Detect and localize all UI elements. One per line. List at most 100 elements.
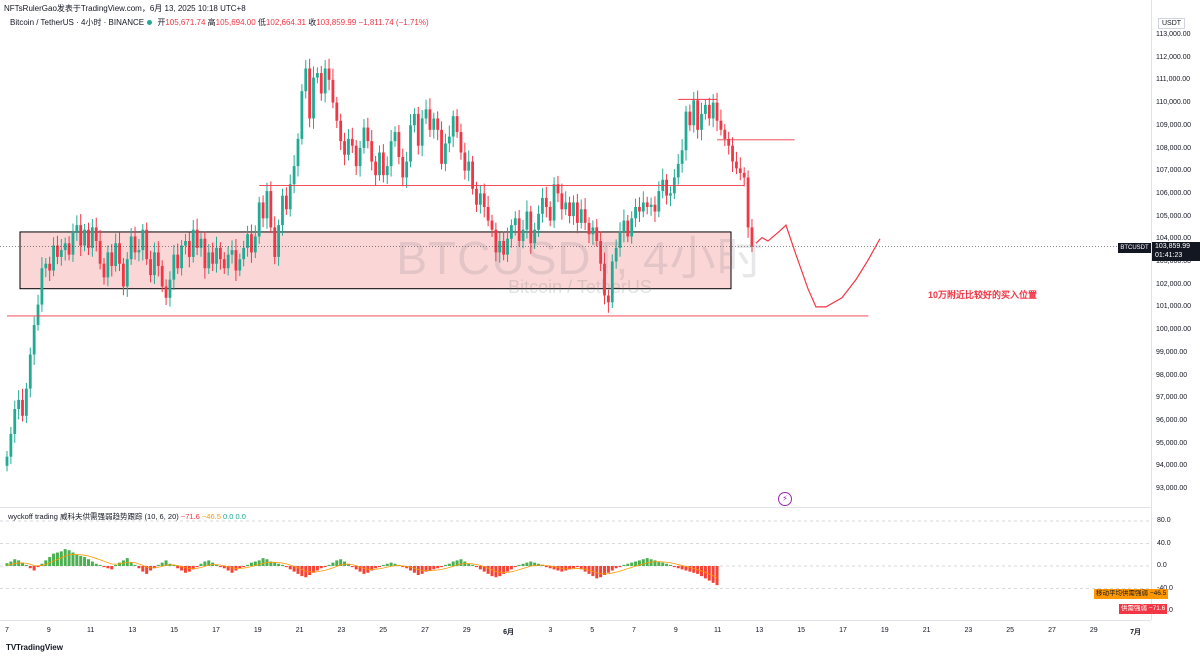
indicator-bar [59, 551, 63, 566]
candle-body [370, 141, 374, 162]
indicator-bar [110, 566, 114, 570]
indicator-bar [358, 566, 362, 572]
indicator-bar [657, 561, 661, 566]
candle-body [79, 225, 83, 246]
change-value: −1,811.74 (−1.71%) [358, 18, 429, 27]
candle-body [180, 245, 183, 269]
price-tick-label: 104,000.00 [1156, 235, 1192, 243]
candle-body [517, 218, 521, 242]
candle-body [242, 247, 246, 260]
candle-body [568, 202, 571, 217]
indicator-bar [653, 560, 657, 566]
candle-body [21, 399, 24, 416]
price-axis[interactable]: 113,000.00 112,000.00 111,000.00 110,000.00… [1151, 0, 1200, 620]
time-tick-label: 15 [797, 627, 806, 634]
strength-label-value: −71.6 [1148, 605, 1166, 612]
pane-divider[interactable] [0, 507, 1151, 508]
price-tick-label: 108,000.00 [1156, 144, 1192, 152]
indicator-bar [94, 563, 98, 566]
indicator-bar [28, 566, 32, 569]
candle-body [9, 433, 13, 457]
indicator-bar [327, 564, 331, 566]
ma-axis-label: 移动平均供需强弱 −46.5 [1094, 589, 1169, 599]
candle-body [339, 120, 343, 142]
time-tick-label: 7 [632, 627, 636, 634]
indicator-bar [575, 566, 579, 568]
footer-brand[interactable]: TVTradingView [6, 643, 63, 652]
time-tick-label: 23 [964, 627, 973, 634]
candle-body [653, 204, 657, 212]
candle-body [222, 259, 226, 269]
indicator-bar [521, 563, 525, 566]
candle-body [428, 109, 432, 130]
candle-body [273, 227, 277, 257]
candle-body [195, 229, 199, 248]
candle-body [331, 79, 335, 103]
candle-body [199, 238, 203, 248]
candle-body [645, 202, 649, 207]
indicator-bar [661, 562, 665, 566]
indicator-title[interactable]: wyckoff trading 威科夫供需强弱趋势跟踪 (10, 6, 20) … [8, 511, 246, 522]
indicator-bar [428, 566, 432, 571]
candle-body [572, 202, 575, 217]
time-axis[interactable]: 7 9 11 13 15 17 19 21 23 25 27 29 6月 3 5 7 9 11 13 15 17 19 21… [0, 620, 1151, 639]
indicator-bar [490, 566, 494, 577]
indicator-bar [374, 566, 378, 569]
buy-zone-annotation[interactable]: 10万附近比较好的买入位置 [928, 290, 1038, 300]
indicator-bar [191, 566, 195, 570]
candle-body [25, 388, 28, 416]
strength-axis-label: 供需强弱 −71.6 [1119, 604, 1168, 614]
candle-body [98, 241, 102, 264]
candle-body [707, 104, 711, 119]
high-value: 105,694.00 [215, 18, 256, 27]
indicator-bar [215, 564, 219, 566]
open-value: 105,671.74 [165, 18, 206, 27]
indicator-bar [459, 559, 463, 566]
candle-body [300, 91, 304, 139]
indicator-bar [599, 566, 603, 578]
candle-body [350, 138, 354, 146]
price-chart-canvas[interactable] [0, 0, 1151, 620]
candle-body [48, 263, 52, 271]
candle-body [129, 236, 133, 260]
currency-label[interactable]: USDT [1158, 18, 1186, 29]
candle-body [603, 263, 606, 296]
candle-body [424, 109, 428, 119]
indicator-bar [156, 564, 160, 566]
candle-body [381, 152, 385, 176]
symbol-name[interactable]: Bitcoin / TetherUS · 4小时 · BINANCE [10, 18, 145, 27]
candle-body [463, 152, 467, 171]
indicator-bar [249, 562, 253, 566]
last-price-marker: BTCUSDT 103,859.99 01:41:23 [1118, 242, 1200, 261]
candle-body [288, 184, 292, 210]
candle-body [610, 261, 614, 303]
candle-body [680, 150, 684, 164]
indicator-bar [634, 561, 638, 566]
indicator-bar [315, 566, 319, 571]
candle-body [525, 211, 529, 230]
indicator-bar [226, 566, 230, 571]
candle-body [618, 231, 622, 248]
candle-body [176, 254, 180, 269]
candle-body [432, 118, 436, 130]
indicator-bar [381, 564, 385, 566]
lightning-icon[interactable]: ⚡ [778, 492, 792, 506]
price-tick-label: 97,000.00 [1156, 394, 1188, 402]
candle-body [13, 409, 17, 434]
candle-body [649, 204, 653, 207]
indicator-bar [676, 566, 680, 569]
indicator-bar [595, 566, 599, 579]
indicator-value-strength: −71.6 [180, 512, 200, 521]
time-tick-label: 15 [170, 627, 179, 634]
candle-body [513, 218, 517, 226]
indicator-bar [71, 552, 75, 566]
indicator-bar [451, 561, 455, 566]
indicator-bar [424, 566, 428, 572]
indicator-bar [83, 557, 87, 566]
close-value: 103,859.99 [316, 18, 357, 27]
indicator-bar [346, 563, 350, 566]
candle-body [114, 243, 118, 266]
candle-body [579, 209, 583, 223]
indicator-bar [114, 564, 118, 566]
time-tick-label: 17 [839, 627, 847, 634]
